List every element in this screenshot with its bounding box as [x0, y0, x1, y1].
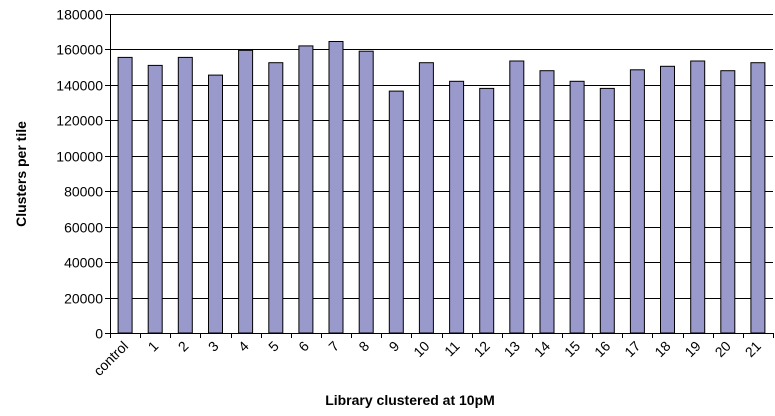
x-tick-label: 15	[561, 338, 583, 360]
y-axis-title: Clusters per tile	[13, 121, 29, 227]
x-tick-label: 7	[325, 338, 342, 355]
bar-5	[268, 62, 284, 334]
bar-7	[328, 41, 344, 334]
y-tick-label: 100000	[56, 149, 103, 165]
x-tick-label: 2	[175, 338, 192, 355]
bar-20	[720, 70, 736, 334]
bar-13	[509, 60, 525, 334]
bar-16	[599, 87, 615, 334]
x-tick-label: 17	[621, 338, 643, 360]
x-tick-label: 21	[742, 338, 764, 360]
y-tick-label: 180000	[56, 7, 103, 23]
bar-10	[418, 62, 434, 334]
x-tick-label: 16	[591, 338, 613, 360]
x-tick-label: 19	[681, 338, 703, 360]
x-tick-label: 8	[355, 338, 372, 355]
bar-6	[298, 45, 314, 334]
bar-2	[177, 56, 193, 334]
bar-3	[208, 74, 223, 334]
y-tick-label: 120000	[56, 113, 103, 129]
x-tick-label: 1	[144, 338, 161, 355]
x-axis-title: Library clustered at 10pM	[325, 392, 495, 408]
bar-19	[690, 60, 706, 334]
bar-14	[539, 70, 555, 334]
bar-control	[117, 56, 133, 334]
x-tick-label: 9	[386, 338, 403, 355]
y-tick-labels: 0 20000 40000 60000 80000 100000 120000 140000 1…	[56, 7, 103, 342]
y-tick-label: 40000	[64, 255, 103, 271]
bar-18	[660, 65, 675, 334]
bar-11	[449, 80, 465, 334]
bar-17	[629, 69, 645, 334]
y-tick-label: 80000	[64, 184, 103, 200]
x-tick-label: control	[90, 338, 131, 379]
bar-9	[388, 90, 404, 334]
x-tick-label: 13	[501, 338, 523, 360]
x-tick-label: 5	[265, 338, 282, 355]
bar-12	[479, 87, 495, 334]
x-tick-label: 14	[531, 338, 553, 360]
x-tick-labels: control 1 2 3 4 5 6 7 8 9 10 11 12 13 14 15 16 17 18 19 20 21	[90, 338, 764, 379]
bar-4	[238, 49, 254, 334]
x-tick-label: 6	[295, 338, 312, 355]
x-tick-label: 10	[410, 338, 432, 360]
y-tick-label: 160000	[56, 42, 103, 58]
x-tick-label: 20	[712, 338, 734, 360]
bar-series	[117, 41, 766, 334]
y-tick-label: 140000	[56, 78, 103, 94]
x-tick-label: 3	[205, 338, 222, 355]
y-tick-label: 60000	[64, 220, 103, 236]
x-tick-label: 11	[441, 338, 463, 360]
x-tick-label: 18	[651, 338, 673, 360]
bar-1	[147, 64, 163, 334]
x-tick-label: 4	[235, 338, 252, 355]
x-tick-label: 12	[470, 338, 492, 360]
bar-21	[750, 62, 766, 334]
y-tick-label: 20000	[64, 291, 103, 307]
bar-15	[569, 80, 585, 334]
axes	[105, 14, 774, 338]
y-tick-label: 0	[95, 326, 103, 342]
bar-8	[358, 50, 374, 334]
